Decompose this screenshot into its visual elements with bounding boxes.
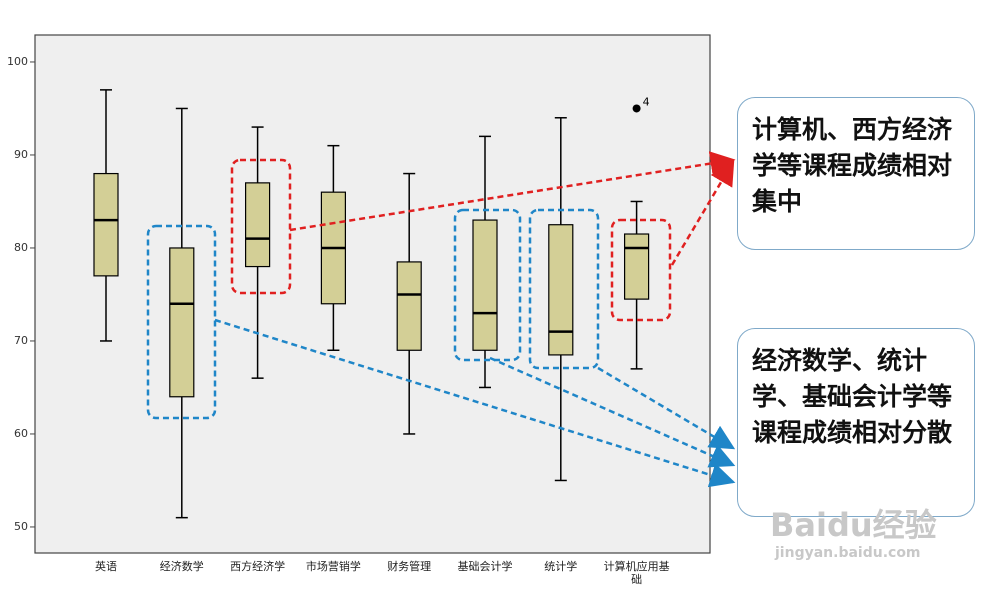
y-tick-label: 60 (14, 427, 28, 440)
box (623, 233, 650, 300)
highlight-box (230, 158, 292, 295)
highlight-box (610, 218, 672, 322)
outlier-label: 4 (643, 95, 650, 108)
box (169, 247, 195, 398)
annotation: 计算机、西方经济学等课程成绩相对集中 (737, 97, 975, 250)
arrow (214, 318, 736, 488)
box (93, 172, 119, 277)
y-tick-label: 50 (14, 520, 28, 533)
x-tick-label: 统计学 (544, 560, 578, 573)
box (548, 224, 574, 356)
x-tick-label: 计算机应用基础 (603, 560, 670, 586)
box (396, 261, 422, 351)
x-tick-label: 经济数学 (159, 560, 204, 573)
x-tick-label: 西方经济学 (230, 560, 286, 573)
watermark: jingyan.baidu.com (775, 545, 921, 561)
highlight-box (453, 208, 522, 362)
highlights (146, 151, 736, 488)
x-tick-label: 财务管理 (387, 560, 432, 573)
box (472, 219, 498, 351)
box (245, 182, 271, 268)
highlight-box (146, 224, 217, 420)
y-tick-label: 70 (14, 334, 28, 347)
x-tick-label: 基础会计学 (457, 560, 513, 573)
arrow (597, 366, 736, 450)
plot-area (34, 34, 711, 554)
annotation: 经济数学、统计学、基础会计学等课程成绩相对分散 (737, 328, 975, 517)
y-tick-label: 90 (14, 148, 28, 161)
outlier (632, 104, 641, 113)
arrow (289, 151, 736, 232)
watermark: Baidu经验 (770, 506, 937, 544)
x-tick-label: 英语 (95, 560, 117, 573)
x-tick-label: 市场营销学 (305, 560, 361, 573)
highlight-box (528, 208, 600, 370)
arrow (489, 356, 736, 468)
y-tick-label: 100 (7, 55, 28, 68)
y-tick-label: 80 (14, 241, 28, 254)
